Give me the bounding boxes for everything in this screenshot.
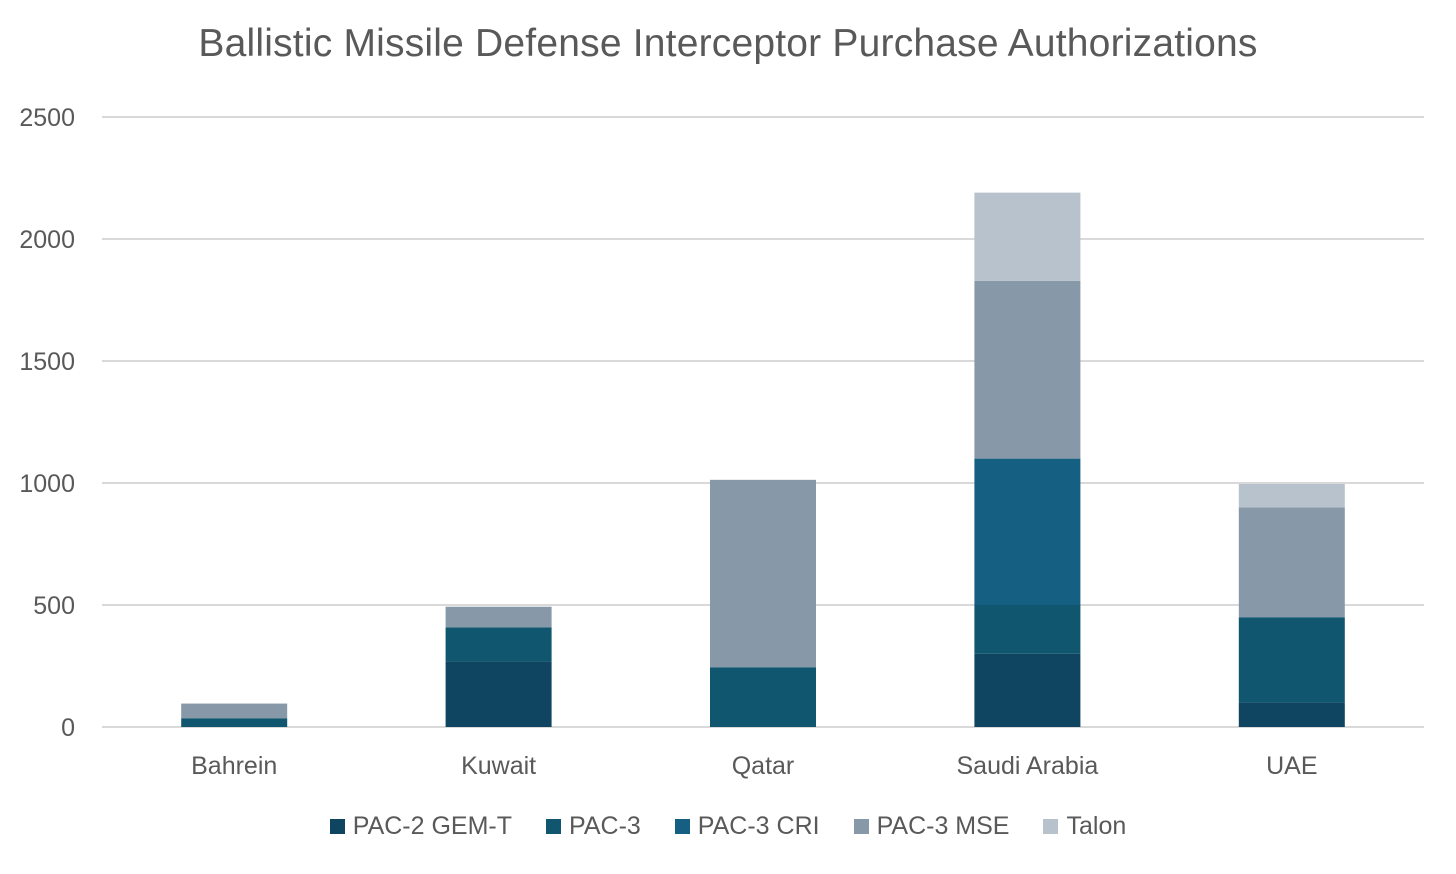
legend-swatch — [329, 819, 345, 834]
y-tick-label: 500 — [33, 592, 75, 620]
x-tick-label: Saudi Arabia — [957, 752, 1099, 780]
legend-swatch — [1043, 819, 1059, 834]
bar-segment: Kuwait – PAC-3: 140 — [445, 627, 552, 662]
bar-segment: Qatar – PAC-3: 245 — [710, 667, 816, 727]
x-tick-label: UAE — [1266, 752, 1317, 780]
legend-item: Talon — [1043, 812, 1126, 841]
bar-segment: UAE – PAC-2 GEM-T: 100 — [1238, 702, 1345, 727]
legend-item: PAC-3 CRI — [674, 812, 820, 841]
chart-plot: 0 500 1000 1500 2000 2500 Bahrein – PAC-3: 36… — [19, 104, 1424, 780]
legend-label: PAC-2 GEM-T — [352, 812, 513, 840]
legend-label: Talon — [1066, 812, 1127, 840]
bar-segment: Saudi Arabia – PAC-2 GEM-T: 300 — [974, 653, 1081, 727]
bar-stack: Bahrein – PAC-3: 36Bahrein – PAC-3 MSE: … — [181, 703, 288, 727]
legend-item: PAC-3 MSE — [853, 812, 1010, 841]
y-tick-label: 1000 — [19, 470, 75, 498]
x-axis-tick-labels: Bahrein Kuwait Qatar Saudi Arabia UAE — [191, 752, 1317, 780]
x-tick-label: Bahrein — [191, 752, 277, 780]
legend-item: PAC-3 — [546, 812, 641, 841]
y-tick-label: 0 — [61, 714, 75, 742]
legend-swatch — [546, 819, 562, 834]
bar-segment: Saudi Arabia – PAC-3 MSE: 728 — [974, 280, 1081, 459]
bar-segment: Saudi Arabia – PAC-3: 200 — [974, 605, 1081, 654]
bar-segment: UAE – Talon: 96 — [1238, 483, 1345, 508]
chart-title: Ballistic Missile Defense Interceptor Pu… — [198, 22, 1258, 65]
y-tick-label: 2000 — [19, 226, 75, 254]
bar-segment: Saudi Arabia – Talon: 362 — [974, 192, 1081, 281]
bar-stack: Qatar – PAC-3: 245Qatar – PAC-3 MSE: 768 — [710, 479, 816, 727]
y-tick-label: 2500 — [19, 104, 75, 132]
bar-segment: Qatar – PAC-3 MSE: 768 — [710, 479, 816, 668]
legend-item: PAC-2 GEM-T — [329, 812, 513, 841]
legend-swatch — [853, 819, 869, 834]
legend-label: PAC-3 MSE — [876, 812, 1010, 840]
bar-stack: Saudi Arabia – PAC-2 GEM-T: 300Saudi Ara… — [974, 192, 1081, 727]
bar-stack: Kuwait – PAC-2 GEM-T: 268Kuwait – PAC-3:… — [445, 606, 552, 727]
bar-segment: Saudi Arabia – PAC-3 CRI: 600 — [974, 458, 1081, 605]
legend: PAC-2 GEM-T PAC-3 PAC-3 CRI PAC-3 MSE Talon — [0, 812, 1456, 841]
bar-segment: UAE – PAC-3 MSE: 450 — [1238, 507, 1345, 618]
bar-segment: UAE – PAC-3: 350 — [1238, 617, 1345, 703]
legend-label: PAC-3 — [569, 812, 641, 840]
bar-segment: Kuwait – PAC-3 MSE: 85 — [445, 606, 552, 628]
x-tick-label: Qatar — [732, 752, 795, 780]
bar-stacks: Bahrein – PAC-3: 36Bahrein – PAC-3 MSE: … — [181, 192, 1345, 727]
bar-segment: Bahrein – PAC-3 MSE: 60 — [181, 703, 288, 719]
y-tick-label: 1500 — [19, 348, 75, 376]
y-axis-tick-labels: 0 500 1000 1500 2000 2500 — [19, 104, 75, 742]
legend-label: PAC-3 CRI — [697, 812, 820, 840]
x-tick-label: Kuwait — [461, 752, 536, 780]
bar-segment: Bahrein – PAC-3: 36 — [181, 718, 288, 727]
bar-stack: UAE – PAC-2 GEM-T: 100UAE – PAC-3: 350UA… — [1238, 483, 1345, 727]
bar-segment: Kuwait – PAC-2 GEM-T: 268 — [445, 661, 552, 727]
legend-swatch — [674, 819, 690, 834]
